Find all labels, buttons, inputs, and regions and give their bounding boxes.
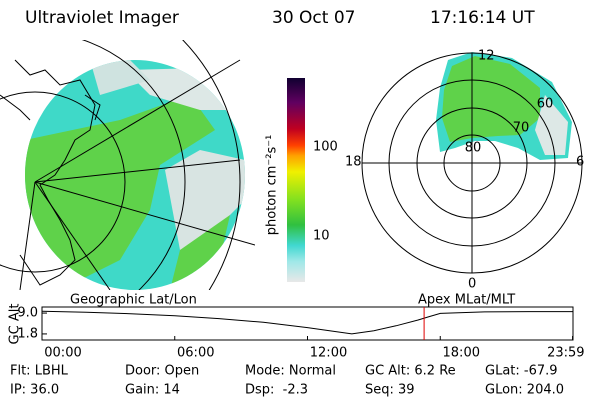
mlt-label: 18 (345, 155, 362, 170)
x-tick-label: 23:59 (547, 346, 584, 361)
colorbar (287, 78, 305, 282)
colorbar-label: photon cm⁻²s⁻¹ (265, 135, 280, 236)
polar-grid (361, 52, 583, 274)
x-tick-label: 18:00 (443, 346, 480, 361)
latitude-label: 60 (537, 97, 554, 112)
latitude-label: 80 (465, 141, 482, 156)
altitude-curve (41, 310, 573, 335)
geographic-image (0, 40, 255, 290)
polar-image (436, 52, 572, 160)
instrument-title: Ultraviolet Imager (25, 8, 179, 28)
colorbar-tick-label: 100 (313, 140, 338, 155)
status-field: Seq: 39 (365, 383, 415, 398)
mlt-label: 6 (576, 155, 584, 170)
status-field: Dsp: -2.3 (245, 383, 308, 398)
mlt-label: 12 (478, 49, 495, 64)
status-field: Door: Open (125, 364, 199, 379)
x-tick-label: 06:00 (177, 346, 214, 361)
status-field: IP: 36.0 (10, 383, 59, 398)
x-tick-label: 00:00 (44, 346, 81, 361)
colorbar-tick-label: 10 (313, 229, 330, 244)
date: 30 Oct 07 (272, 8, 355, 28)
status-field: Mode: Normal (245, 364, 336, 379)
status-field: GC Alt: 6.2 Re (365, 364, 456, 379)
mlt-label: 0 (468, 277, 476, 292)
x-tick-label: 12:00 (310, 346, 347, 361)
plot-title-right: Apex MLat/MLT (418, 293, 515, 308)
plot-title-left: Geographic Lat/Lon (70, 293, 197, 308)
latitude-label: 70 (513, 121, 530, 136)
status-field: GLon: 204.0 (485, 383, 564, 398)
status-field: GLat: -67.9 (485, 364, 558, 379)
y-tick-label: 9.0 (17, 306, 38, 321)
status-field: Gain: 14 (125, 383, 180, 398)
status-field: Flt: LBHL (10, 364, 69, 379)
time: 17:16:14 UT (430, 8, 535, 28)
y-axis-label: GC Alt (8, 304, 23, 345)
y-tick-label: 1.8 (17, 326, 38, 341)
